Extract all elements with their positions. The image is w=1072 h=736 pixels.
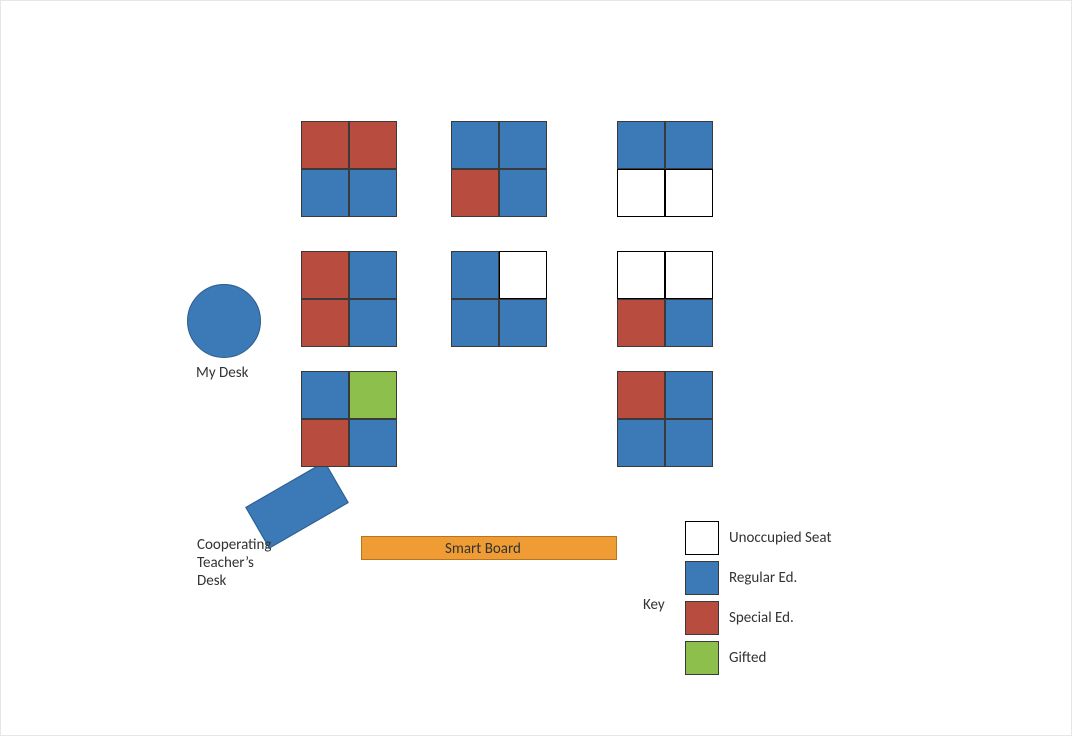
legend-label: Special Ed. <box>729 609 794 627</box>
seat-unoccupied <box>617 169 665 217</box>
seat-cluster <box>301 251 397 347</box>
seat-special <box>301 419 349 467</box>
seat-cluster <box>617 251 713 347</box>
seat-unoccupied <box>665 169 713 217</box>
seat-regular <box>499 169 547 217</box>
cooperating-teacher-desk-label: Cooperating Teacher’s Desk <box>197 536 271 590</box>
seat-special <box>349 121 397 169</box>
legend-row: Unoccupied Seat <box>685 521 945 555</box>
seat-regular <box>665 419 713 467</box>
seat-regular <box>499 299 547 347</box>
legend-label: Gifted <box>729 649 766 667</box>
my-desk-circle <box>187 284 261 358</box>
seat-regular <box>349 299 397 347</box>
seat-regular <box>451 299 499 347</box>
seat-regular <box>349 169 397 217</box>
legend-swatch-unoccupied <box>685 521 719 555</box>
legend-swatch-regular <box>685 561 719 595</box>
legend-label: Regular Ed. <box>729 569 797 587</box>
seat-gifted <box>349 371 397 419</box>
seat-special <box>301 299 349 347</box>
seat-special <box>617 371 665 419</box>
seat-special <box>301 121 349 169</box>
seat-regular <box>617 121 665 169</box>
seat-regular <box>617 419 665 467</box>
seat-regular <box>499 121 547 169</box>
seat-regular <box>301 169 349 217</box>
legend-title: Key <box>643 596 665 614</box>
seat-regular <box>349 419 397 467</box>
seat-regular <box>451 121 499 169</box>
smart-board-label: Smart Board <box>445 540 521 558</box>
seat-cluster <box>451 121 547 217</box>
legend-label: Unoccupied Seat <box>729 529 831 547</box>
my-desk-label: My Desk <box>196 364 248 382</box>
seat-regular <box>665 299 713 347</box>
seat-cluster <box>617 371 713 467</box>
legend-row: Regular Ed. <box>685 561 945 595</box>
seat-regular <box>301 371 349 419</box>
seat-unoccupied <box>665 251 713 299</box>
seat-regular <box>349 251 397 299</box>
seat-cluster <box>451 251 547 347</box>
legend-row: Gifted <box>685 641 945 675</box>
seat-unoccupied <box>617 251 665 299</box>
legend-row: Special Ed. <box>685 601 945 635</box>
legend-swatch-gifted <box>685 641 719 675</box>
seat-special <box>451 169 499 217</box>
seat-special <box>617 299 665 347</box>
seat-cluster <box>301 121 397 217</box>
seating-chart-canvas: My Desk Cooperating Teacher’s Desk Smart… <box>0 0 1072 736</box>
seat-cluster <box>301 371 397 467</box>
seat-cluster <box>617 121 713 217</box>
seat-regular <box>665 371 713 419</box>
seat-unoccupied <box>499 251 547 299</box>
legend-swatch-special <box>685 601 719 635</box>
seat-regular <box>665 121 713 169</box>
seat-regular <box>451 251 499 299</box>
seat-special <box>301 251 349 299</box>
